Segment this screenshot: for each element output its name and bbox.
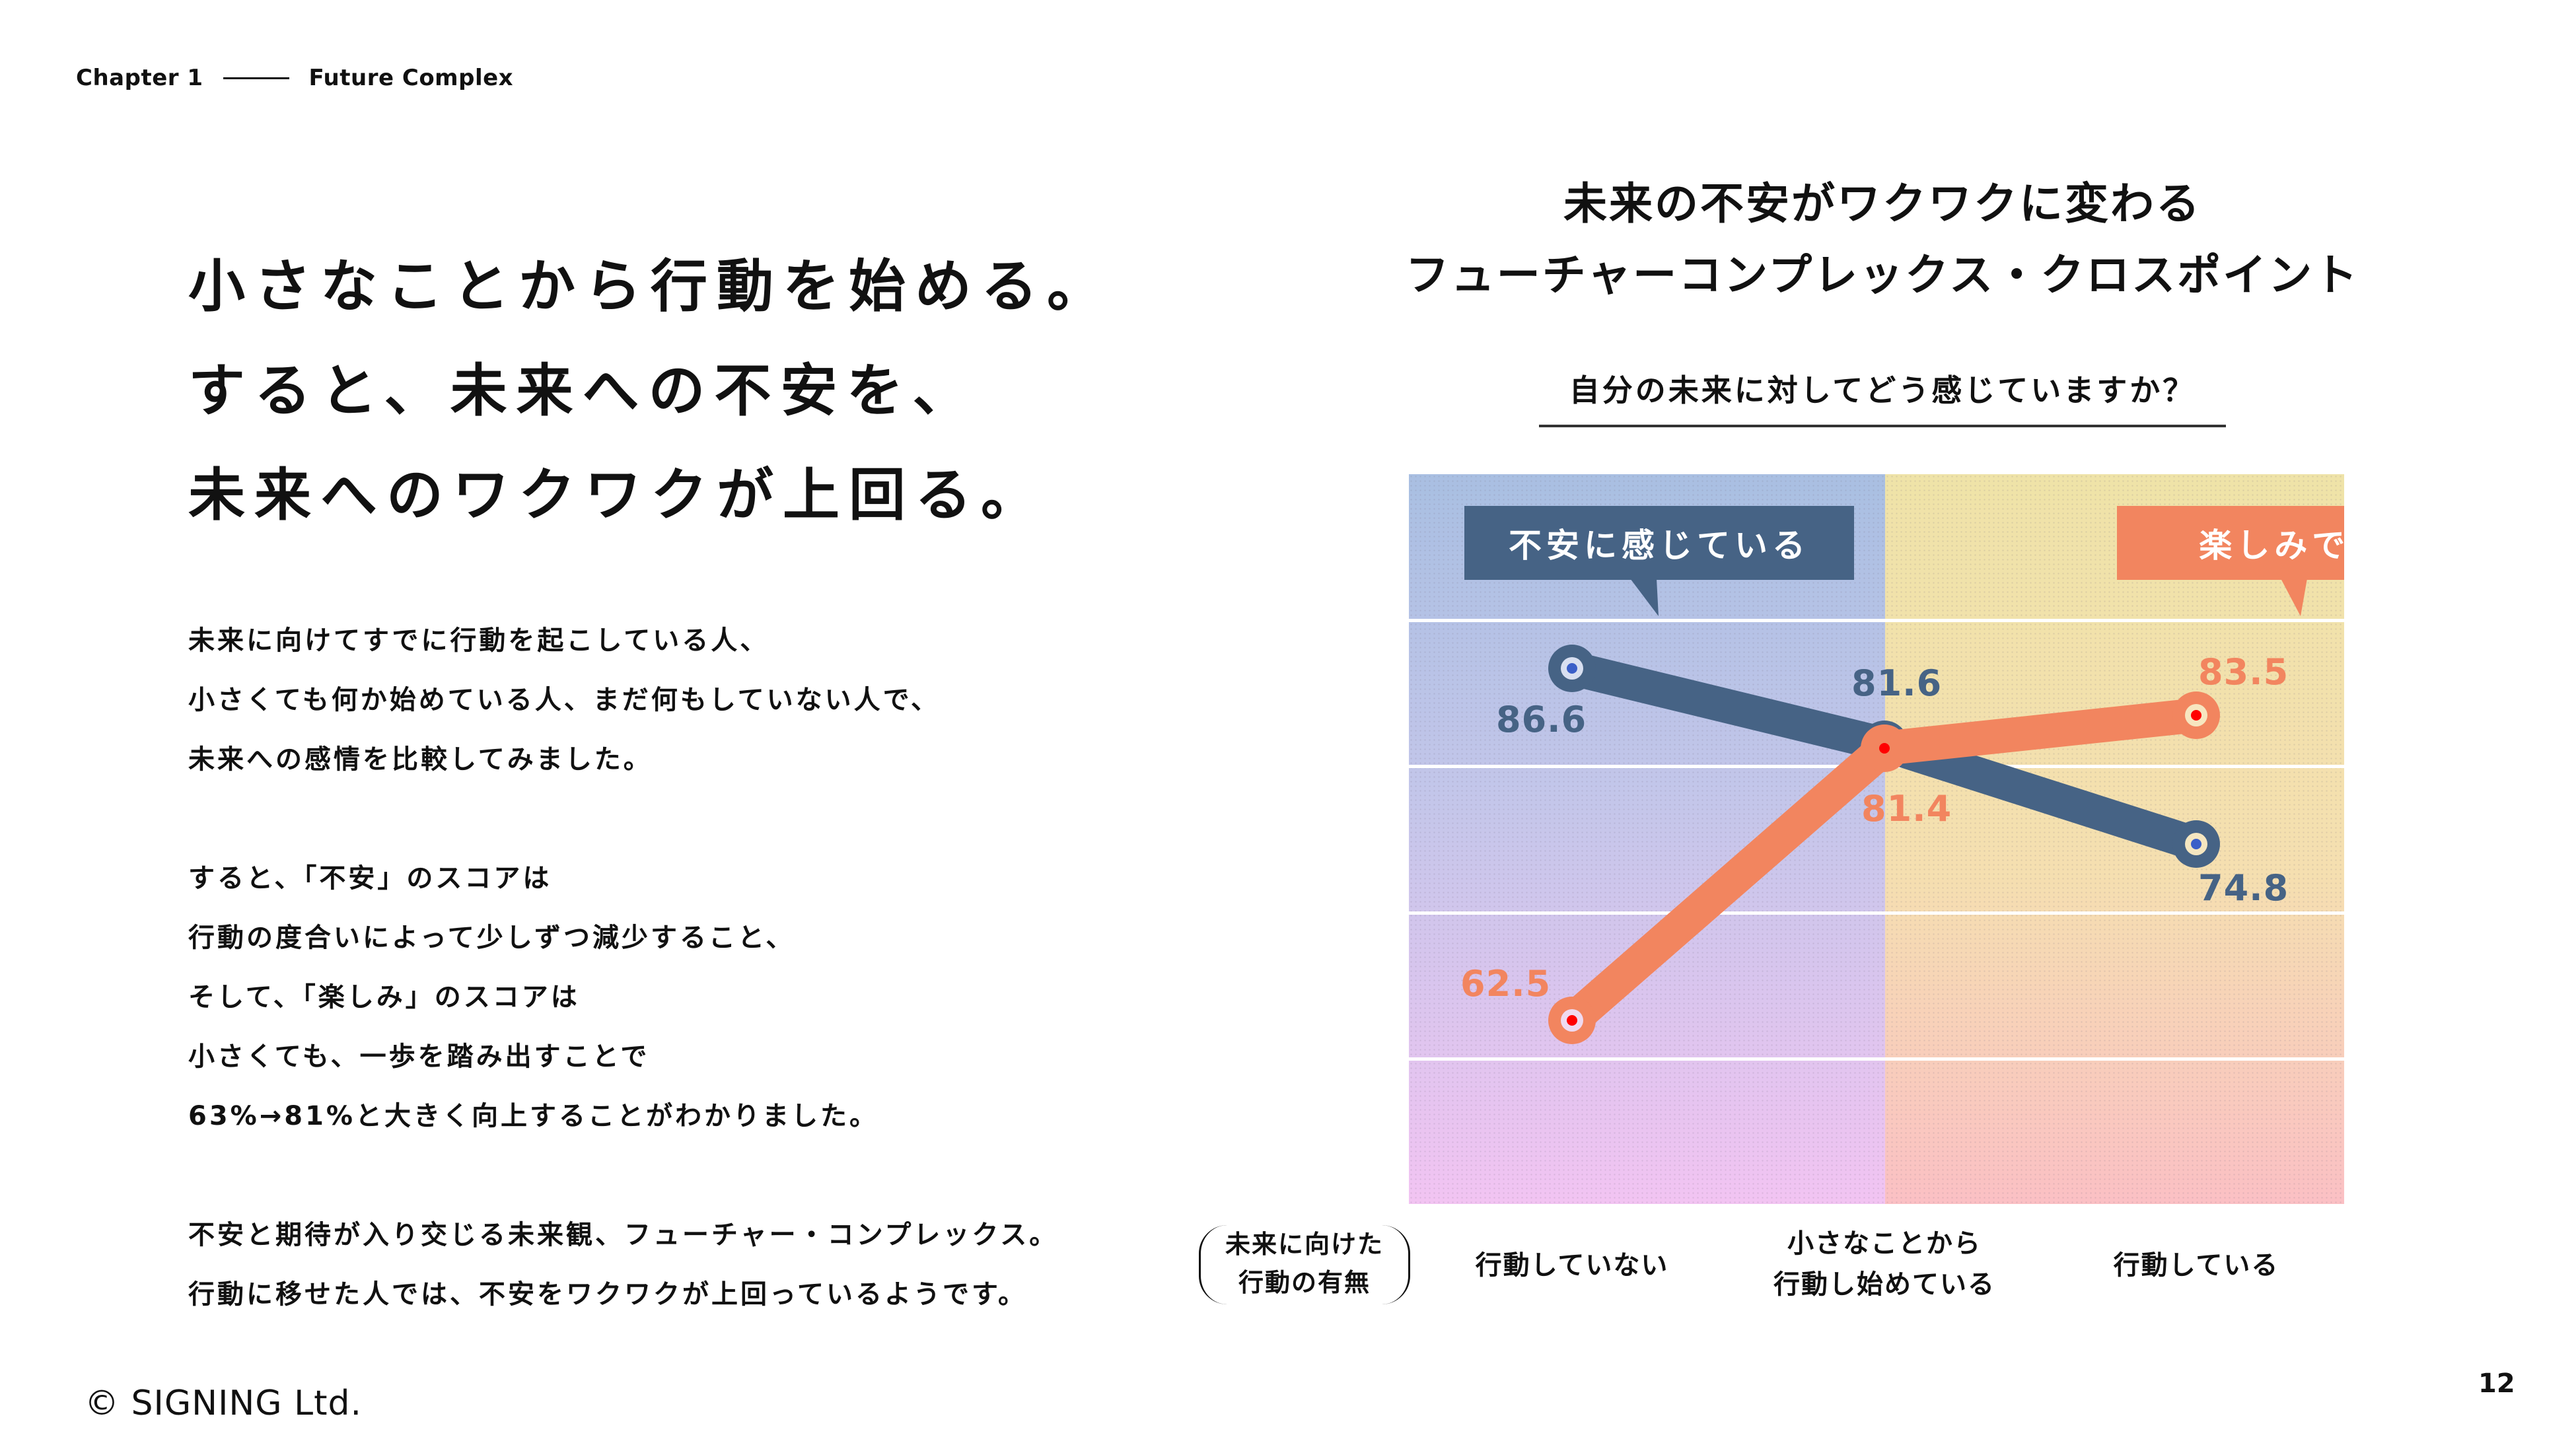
- body-copy: 未来に向けてすでに行動を起こしている人、 小さくても何か始めている人、まだ何もし…: [188, 611, 1058, 1324]
- headline-line: 小さなことから行動を始める。: [188, 254, 1113, 320]
- headline-line: すると、未来への不安を、: [188, 358, 979, 424]
- body-line: 行動の度合いによって少しずつ減少すること、: [188, 923, 795, 953]
- gridline: [1409, 619, 2344, 622]
- body-line: 63%→81%と大きく向上することがわかりました。: [188, 1101, 878, 1131]
- x-tick-label: 行動していない: [1475, 1250, 1669, 1281]
- enjoyment-zone: [1885, 474, 2344, 1204]
- headline-line: 未来へのワクワクが上回る。: [188, 462, 1047, 528]
- body-line: 小さくても何か始めている人、まだ何もしていない人で、: [188, 685, 940, 715]
- gridline: [1409, 911, 2344, 915]
- chart-title: 未来の不安がワクワクに変わる フューチャーコンプレックス・クロスポイント: [1354, 168, 2411, 311]
- chart-plot-area: 不安に感じている 楽しみである 86.6 81.6 74.8 62.5 81.4…: [1409, 474, 2344, 1204]
- chart-title-line: フューチャーコンプレックス・クロスポイント: [1405, 250, 2360, 300]
- body-line: すると、「不安」のスコアは: [188, 863, 552, 894]
- body-line: 小さくても、一歩を踏み出すことで: [188, 1042, 650, 1072]
- chapter-label: Chapter 1: [76, 65, 203, 91]
- body-line: そして、「楽しみ」のスコアは: [188, 982, 580, 1012]
- x-tick-label: 行動している: [2113, 1250, 2279, 1281]
- chapter-breadcrumb: Chapter 1 Future Complex: [76, 65, 513, 91]
- value-label-enjoyment: 83.5: [2198, 651, 2289, 693]
- value-label-anxiety: 74.8: [2198, 867, 2289, 909]
- right-paren: [1382, 1225, 1410, 1304]
- body-line: 不安と期待が入り交じる未来観、フューチャー・コンプレックス。: [188, 1220, 1059, 1250]
- body-line: 未来に向けてすでに行動を起こしている人、: [188, 625, 769, 656]
- page-number: 12: [2478, 1368, 2515, 1399]
- x-axis-title: 未来に向けた 行動の有無: [1199, 1225, 1410, 1304]
- value-label-enjoyment: 81.4: [1861, 788, 1952, 830]
- gridline: [1409, 1057, 2344, 1061]
- value-label-enjoyment: 62.5: [1460, 963, 1552, 1005]
- value-label-anxiety: 81.6: [1851, 662, 1943, 704]
- copyright: © SIGNING Ltd.: [85, 1384, 363, 1423]
- x-tick-label-line: 行動し始めている: [1773, 1269, 1995, 1300]
- page-headline: 小さなことから行動を始める。 すると、未来への不安を、 未来へのワクワクが上回る…: [188, 234, 1113, 548]
- value-label-anxiety: 86.6: [1496, 699, 1587, 740]
- section-label: Future Complex: [308, 65, 514, 91]
- legend-enjoyment-callout: 楽しみである: [2117, 506, 2344, 580]
- body-line: 行動に移せた人では、不安をワクワクが上回っているようです。: [188, 1279, 1027, 1310]
- subtitle-underline: [1539, 425, 2226, 427]
- x-tick-label: 小さなことから 行動し始めている: [1752, 1223, 2017, 1305]
- line-series: [1548, 579, 2307, 1044]
- chart-title-line: 未来の不安がワクワクに変わる: [1563, 178, 2201, 229]
- chapter-divider: [223, 77, 289, 79]
- body-line: 未来への感情を比較してみました。: [188, 744, 653, 775]
- chart-subtitle: 自分の未来に対してどう感じていますか？: [1569, 372, 2196, 408]
- x-axis-title-line: 未来に向けた: [1225, 1230, 1384, 1259]
- x-axis-title-line: 行動の有無: [1238, 1268, 1371, 1297]
- x-tick-label-line: 小さなことから: [1787, 1228, 1982, 1259]
- legend-anxiety-callout: 不安に感じている: [1464, 506, 1854, 580]
- left-paren: [1199, 1225, 1227, 1304]
